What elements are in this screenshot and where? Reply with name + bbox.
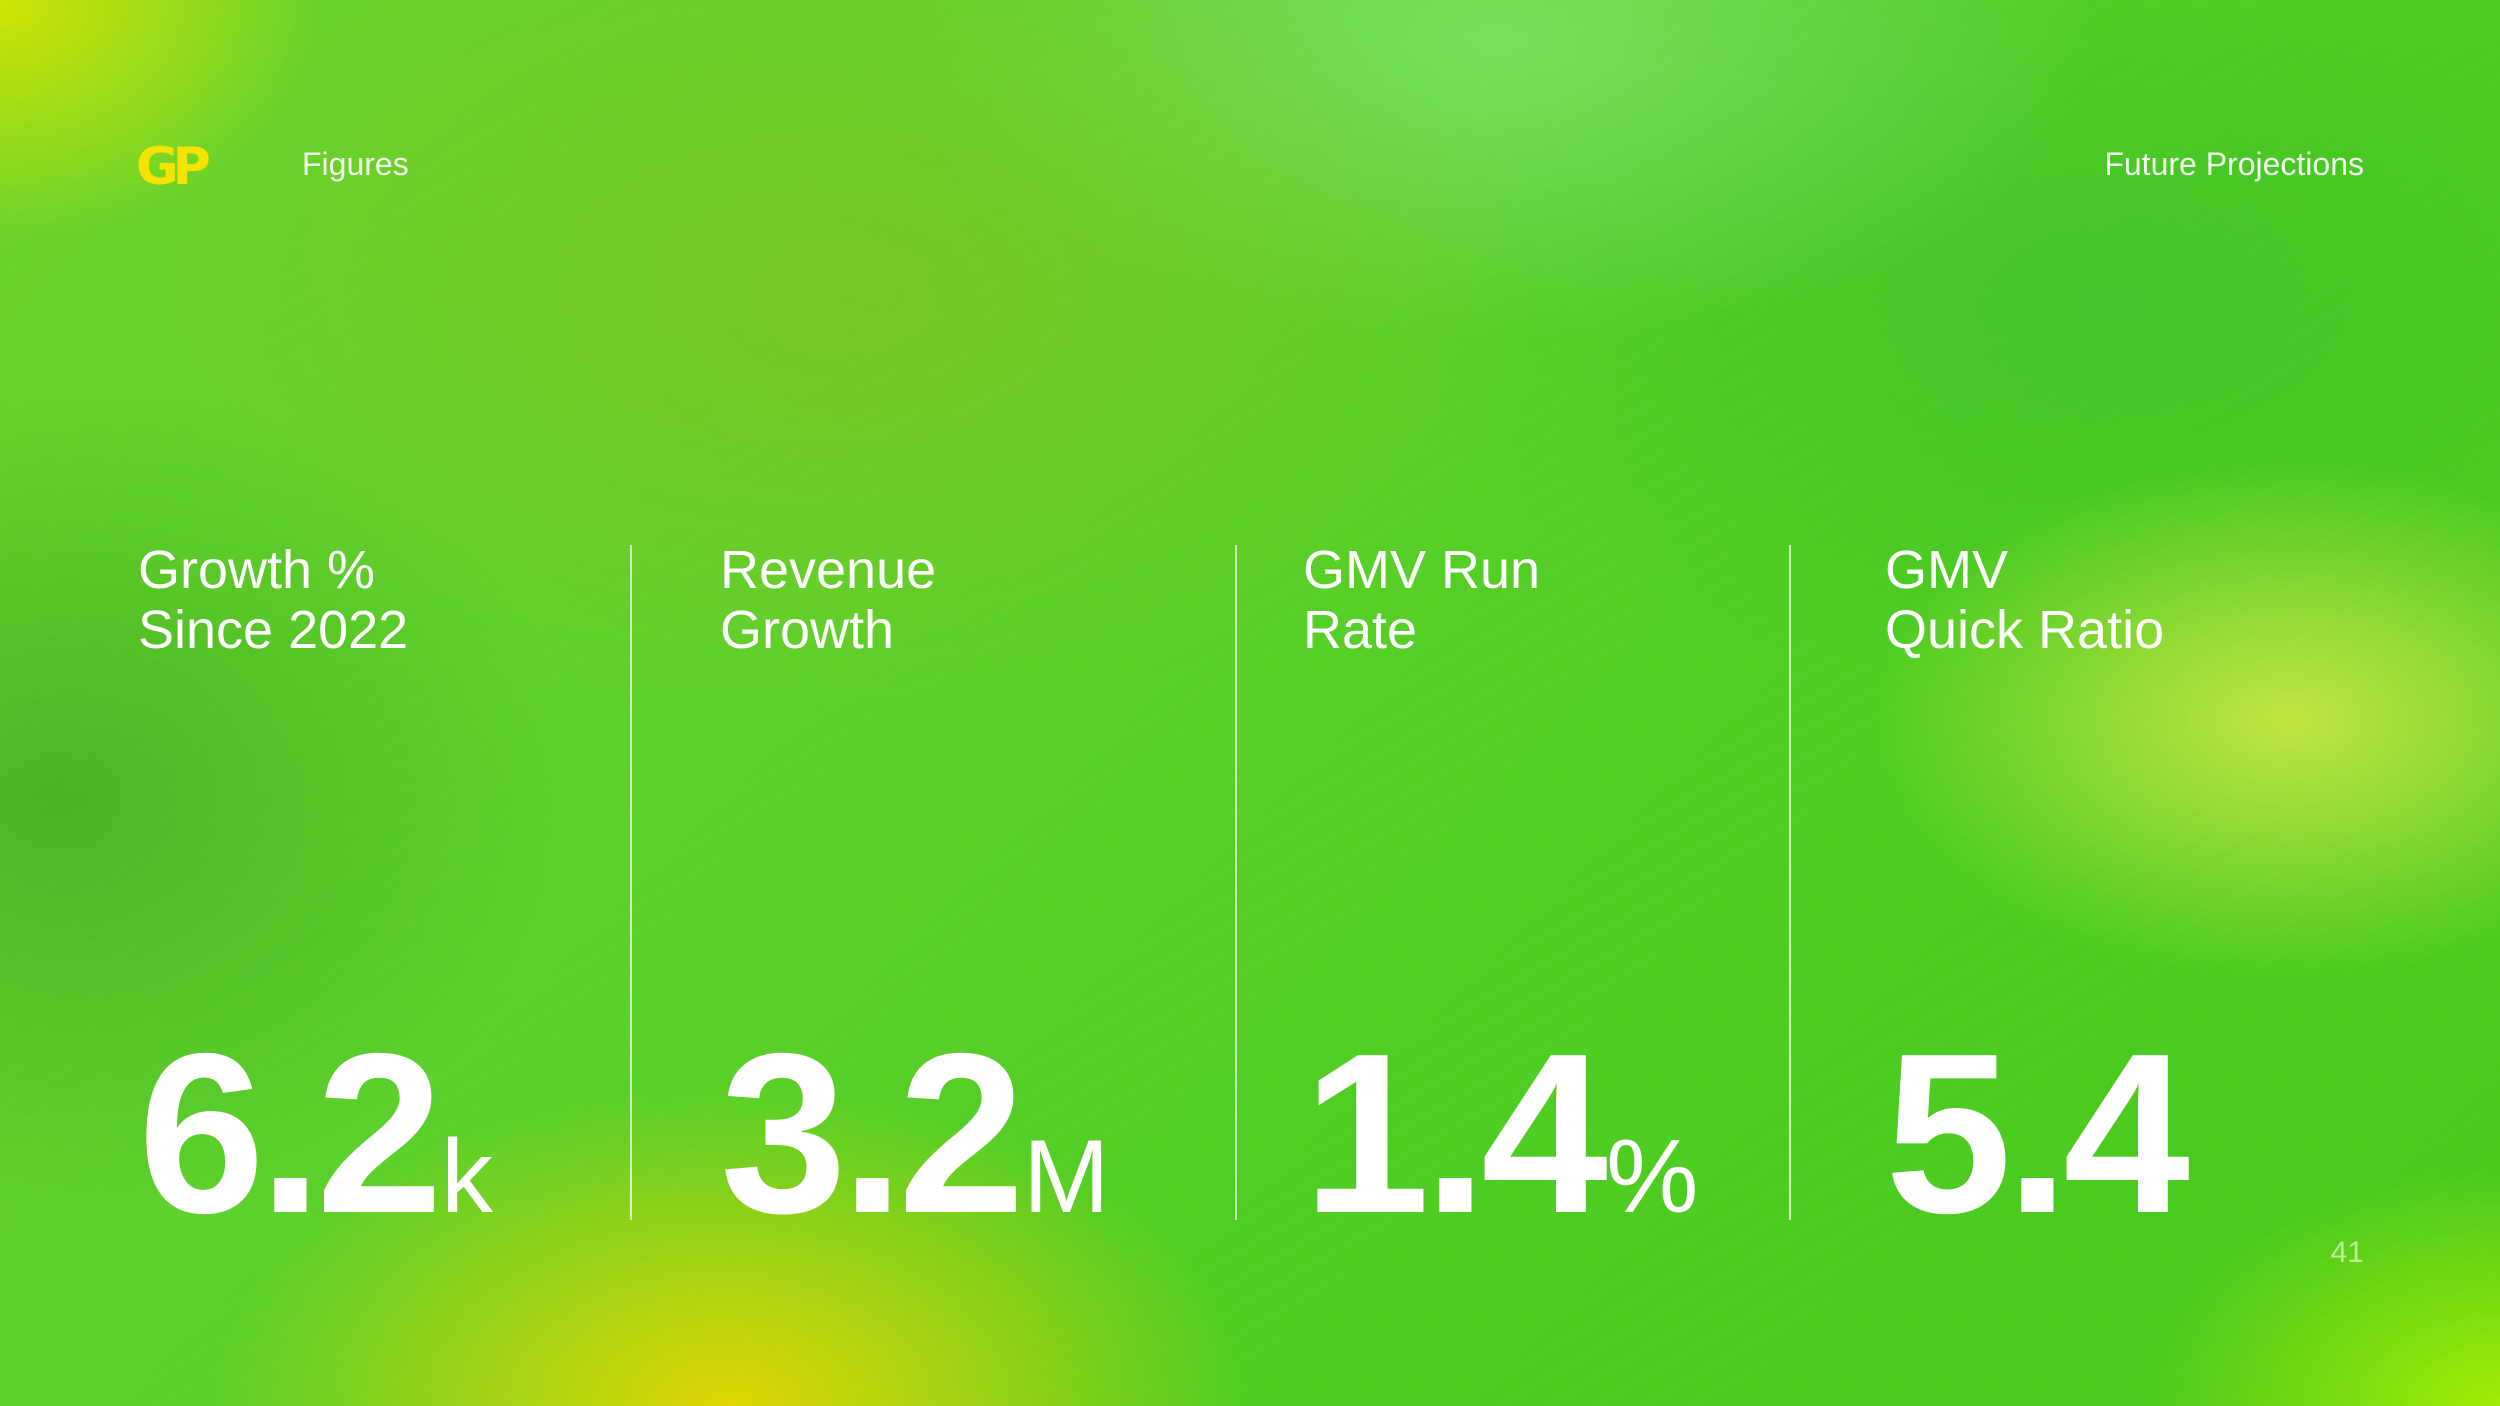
metric-gmv-quick-ratio: GMV Quick Ratio 5.4 [1885, 540, 2190, 1248]
metric-value: 5.4 [1885, 1007, 2190, 1261]
metric-label: Growth % Since 2022 [138, 540, 409, 660]
metric-growth-since-2022: Growth % Since 2022 6.2k [138, 540, 493, 1248]
gp-logo: GP [136, 138, 215, 192]
page-number: 41 [2330, 1236, 2364, 1269]
metric-gmv-run-rate: GMV Run Rate 1.4% [1303, 540, 1698, 1248]
column-divider [1789, 545, 1791, 1220]
metric-label: GMV Run Rate [1303, 540, 1541, 660]
section-title: Future Projections [2104, 146, 2364, 182]
metric-value: 3.2M [720, 1007, 1110, 1261]
metric-revenue-growth: Revenue Growth 3.2M [720, 540, 1110, 1248]
column-divider [630, 545, 632, 1220]
section-label: Figures [302, 146, 409, 182]
metric-label: Revenue Growth [720, 540, 937, 660]
metric-value: 1.4% [1303, 1007, 1699, 1261]
metric-label: GMV Quick Ratio [1885, 540, 2165, 660]
column-divider [1235, 545, 1237, 1220]
svg-text:GP: GP [136, 138, 209, 192]
metric-value: 6.2k [138, 1007, 493, 1261]
